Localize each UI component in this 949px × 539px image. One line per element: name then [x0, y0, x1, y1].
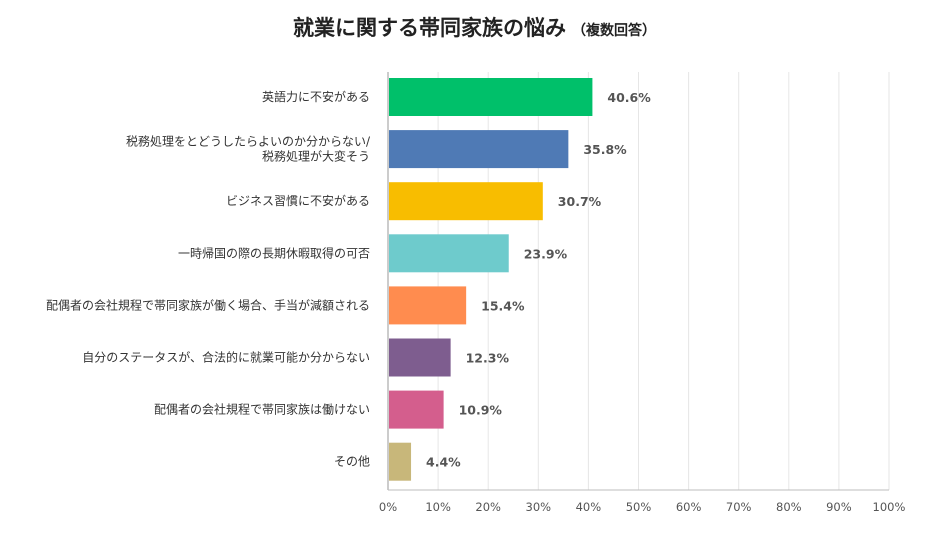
category-label: 一時帰国の際の長期休暇取得の可否	[178, 245, 370, 260]
category-label: 自分のステータスが、合法的に就業可能か分からない	[82, 350, 370, 365]
value-label: 30.7%	[558, 194, 602, 209]
category-label: 配偶者の会社規程で帯同家族が働く場合、手当が減額される	[46, 297, 370, 312]
bar	[389, 234, 509, 273]
category-label-line: 英語力に不安がある	[262, 89, 370, 104]
bar	[389, 442, 412, 481]
x-tick-label: 30%	[526, 500, 552, 514]
bar	[389, 390, 444, 429]
x-axis-tick-labels: 0% 10% 20% 30% 40% 50% 60% 70% 80% 90% 100%	[379, 500, 906, 514]
value-labels: 40.6% 35.8% 30.7% 23.9% 15.4% 12.3% 10.9% 4.4%	[426, 90, 651, 470]
category-label: 税務処理をとどうしたらよいのか分からない/税務処理が大変そう	[126, 135, 371, 164]
x-tick-label: 20%	[475, 500, 501, 514]
bar	[389, 286, 467, 325]
value-label: 12.3%	[466, 351, 510, 366]
value-label: 10.9%	[459, 403, 503, 418]
x-tick-label: 70%	[726, 500, 752, 514]
category-labels: 英語力に不安がある税務処理をとどうしたらよいのか分からない/税務処理が大変そうビ…	[46, 89, 371, 469]
bar	[389, 182, 543, 221]
bar	[389, 338, 451, 377]
category-label: 英語力に不安がある	[262, 89, 370, 104]
bars	[389, 78, 593, 481]
x-tick-label: 50%	[626, 500, 652, 514]
chart-title-main: 就業に関する帯同家族の悩み	[293, 16, 566, 40]
category-label-line: 一時帰国の際の長期休暇取得の可否	[178, 245, 370, 260]
chart-title: 就業に関する帯同家族の悩み （複数回答）	[0, 12, 949, 42]
category-label-line: ビジネス習慣に不安がある	[226, 193, 370, 208]
category-label: その他	[334, 455, 370, 469]
category-label-line: 税務処理をとどうしたらよいのか分からない/	[126, 135, 371, 149]
value-label: 23.9%	[524, 246, 568, 261]
x-tick-label: 90%	[826, 500, 852, 514]
x-tick-label: 80%	[776, 500, 802, 514]
x-tick-label: 40%	[576, 500, 602, 514]
category-label-line: その他	[334, 455, 370, 469]
gridlines	[387, 72, 890, 491]
x-tick-label: 10%	[425, 500, 451, 514]
category-label-line: 税務処理が大変そう	[262, 149, 370, 164]
value-label: 4.4%	[426, 455, 461, 470]
bar	[389, 78, 593, 116]
category-label: 配偶者の会社規程で帯同家族は働けない	[154, 402, 370, 417]
x-tick-label: 0%	[379, 500, 397, 514]
category-label: ビジネス習慣に不安がある	[226, 193, 370, 208]
value-label: 35.8%	[583, 142, 627, 157]
chart-subtitle: （複数回答）	[572, 23, 656, 39]
category-label-line: 配偶者の会社規程で帯同家族が働く場合、手当が減額される	[46, 297, 370, 312]
x-tick-label: 60%	[676, 500, 702, 514]
value-label: 40.6%	[607, 90, 651, 105]
value-label: 15.4%	[481, 298, 525, 313]
x-tick-label: 100%	[873, 500, 906, 514]
category-label-line: 自分のステータスが、合法的に就業可能か分からない	[82, 350, 370, 365]
category-label-line: 配偶者の会社規程で帯同家族は働けない	[154, 402, 370, 417]
bar	[389, 130, 569, 169]
